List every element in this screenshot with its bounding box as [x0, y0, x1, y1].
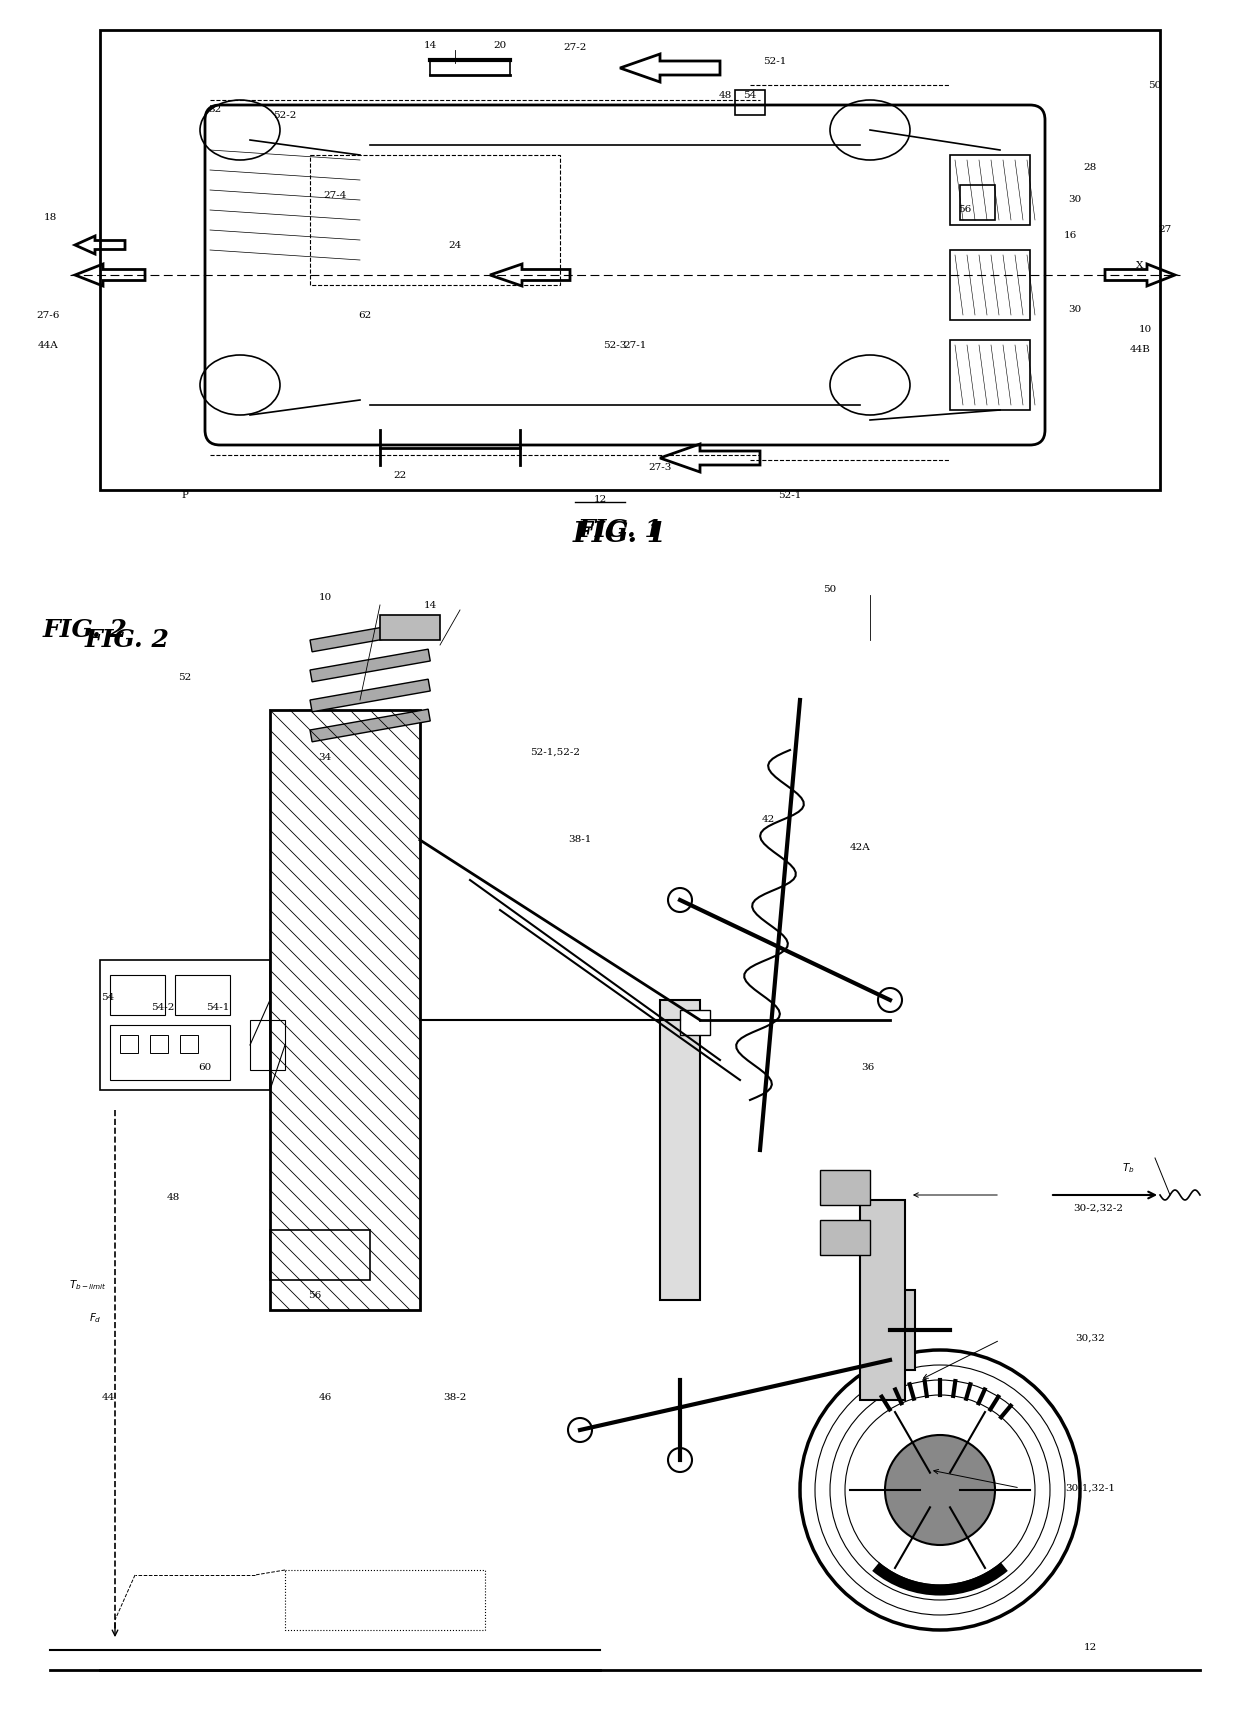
- Text: 38-2: 38-2: [444, 1393, 466, 1403]
- Bar: [950, 250, 1030, 320]
- Text: 52: 52: [179, 673, 192, 682]
- Text: FIG. 2: FIG. 2: [42, 619, 128, 643]
- Text: 30,32: 30,32: [1075, 1333, 1105, 1343]
- Bar: [660, 1000, 701, 1301]
- Text: 14: 14: [423, 600, 436, 610]
- Text: 52-1: 52-1: [764, 58, 786, 67]
- Text: P: P: [181, 490, 188, 499]
- Bar: [285, 1571, 485, 1630]
- Bar: [950, 340, 1030, 410]
- Bar: [270, 709, 420, 1311]
- Text: 62: 62: [358, 311, 372, 320]
- Text: 16: 16: [1064, 231, 1076, 239]
- Text: 46: 46: [319, 1393, 331, 1403]
- Text: 30: 30: [1069, 195, 1081, 205]
- Bar: [110, 976, 165, 1015]
- Text: 50: 50: [823, 586, 837, 595]
- Text: 44A: 44A: [37, 340, 58, 350]
- Text: $T_b$: $T_b$: [1122, 1160, 1135, 1174]
- Bar: [180, 1036, 198, 1053]
- Text: 42A: 42A: [849, 844, 870, 853]
- Bar: [310, 619, 430, 651]
- Text: 14: 14: [423, 41, 436, 50]
- Text: 27: 27: [1158, 226, 1172, 234]
- Text: 52-1: 52-1: [779, 490, 802, 499]
- Text: 27-1: 27-1: [624, 340, 647, 350]
- Bar: [100, 960, 270, 1090]
- Text: 27-4: 27-4: [324, 190, 347, 200]
- Text: 36: 36: [862, 1063, 874, 1073]
- Bar: [310, 709, 430, 742]
- Bar: [150, 1036, 167, 1053]
- Bar: [270, 1230, 370, 1280]
- Text: 28: 28: [1084, 164, 1096, 173]
- Text: FIG. 1: FIG. 1: [578, 518, 662, 542]
- Bar: [820, 1171, 870, 1205]
- Text: 12: 12: [1084, 1644, 1096, 1653]
- Bar: [960, 185, 994, 220]
- Circle shape: [885, 1436, 994, 1545]
- Text: 18: 18: [43, 214, 57, 222]
- Text: 27-3: 27-3: [649, 463, 672, 472]
- Text: 27-6: 27-6: [36, 311, 60, 320]
- Text: 52-2: 52-2: [273, 111, 296, 120]
- Text: $F_d$: $F_d$: [89, 1311, 102, 1324]
- Text: 27-2: 27-2: [563, 43, 587, 53]
- Text: 10: 10: [319, 593, 331, 603]
- Bar: [310, 649, 430, 682]
- Bar: [861, 1200, 905, 1400]
- Bar: [250, 1020, 285, 1070]
- Text: 30: 30: [1069, 306, 1081, 314]
- Text: 54-2: 54-2: [151, 1003, 175, 1012]
- Text: 44: 44: [102, 1393, 114, 1403]
- Text: FIG. 2: FIG. 2: [86, 627, 170, 653]
- Text: 22: 22: [393, 470, 407, 480]
- Text: 12: 12: [594, 496, 606, 504]
- Bar: [310, 156, 560, 285]
- Circle shape: [878, 1348, 901, 1372]
- Bar: [120, 1036, 138, 1053]
- Text: 54: 54: [743, 91, 756, 99]
- Bar: [379, 615, 440, 639]
- Bar: [866, 1290, 915, 1371]
- Text: 50: 50: [1148, 80, 1162, 89]
- Text: $T_{b-limit}$: $T_{b-limit}$: [69, 1278, 107, 1292]
- Text: 30-1,32-1: 30-1,32-1: [1065, 1483, 1115, 1492]
- Bar: [680, 1010, 711, 1036]
- Text: 32: 32: [208, 106, 222, 115]
- Text: 42: 42: [761, 815, 775, 824]
- Text: X: X: [1136, 260, 1143, 270]
- Text: 20: 20: [494, 41, 507, 50]
- Text: 30-2,32-2: 30-2,32-2: [1073, 1203, 1123, 1212]
- Bar: [310, 678, 430, 713]
- Bar: [110, 1025, 229, 1080]
- Text: 24: 24: [449, 241, 461, 250]
- Text: 56: 56: [309, 1290, 321, 1299]
- Bar: [820, 1220, 870, 1254]
- Text: FIG. 1: FIG. 1: [573, 521, 667, 549]
- Text: 48: 48: [166, 1193, 180, 1203]
- Text: 60: 60: [198, 1063, 212, 1073]
- Circle shape: [568, 1418, 591, 1442]
- Circle shape: [668, 889, 692, 913]
- Text: 48: 48: [718, 91, 732, 99]
- Text: 10: 10: [1138, 325, 1152, 335]
- Text: 44B: 44B: [1130, 345, 1151, 354]
- Text: 34: 34: [319, 754, 331, 762]
- Text: 52-3: 52-3: [604, 340, 626, 350]
- Circle shape: [668, 1448, 692, 1471]
- Text: 52-1,52-2: 52-1,52-2: [529, 747, 580, 757]
- Text: 54: 54: [102, 993, 114, 1003]
- Circle shape: [878, 988, 901, 1012]
- Bar: [950, 156, 1030, 226]
- Bar: [735, 91, 765, 115]
- Text: 56: 56: [959, 205, 972, 215]
- Bar: [175, 976, 229, 1015]
- Text: 54-1: 54-1: [206, 1003, 229, 1012]
- Text: 38-1: 38-1: [568, 836, 591, 844]
- Bar: [100, 31, 1159, 490]
